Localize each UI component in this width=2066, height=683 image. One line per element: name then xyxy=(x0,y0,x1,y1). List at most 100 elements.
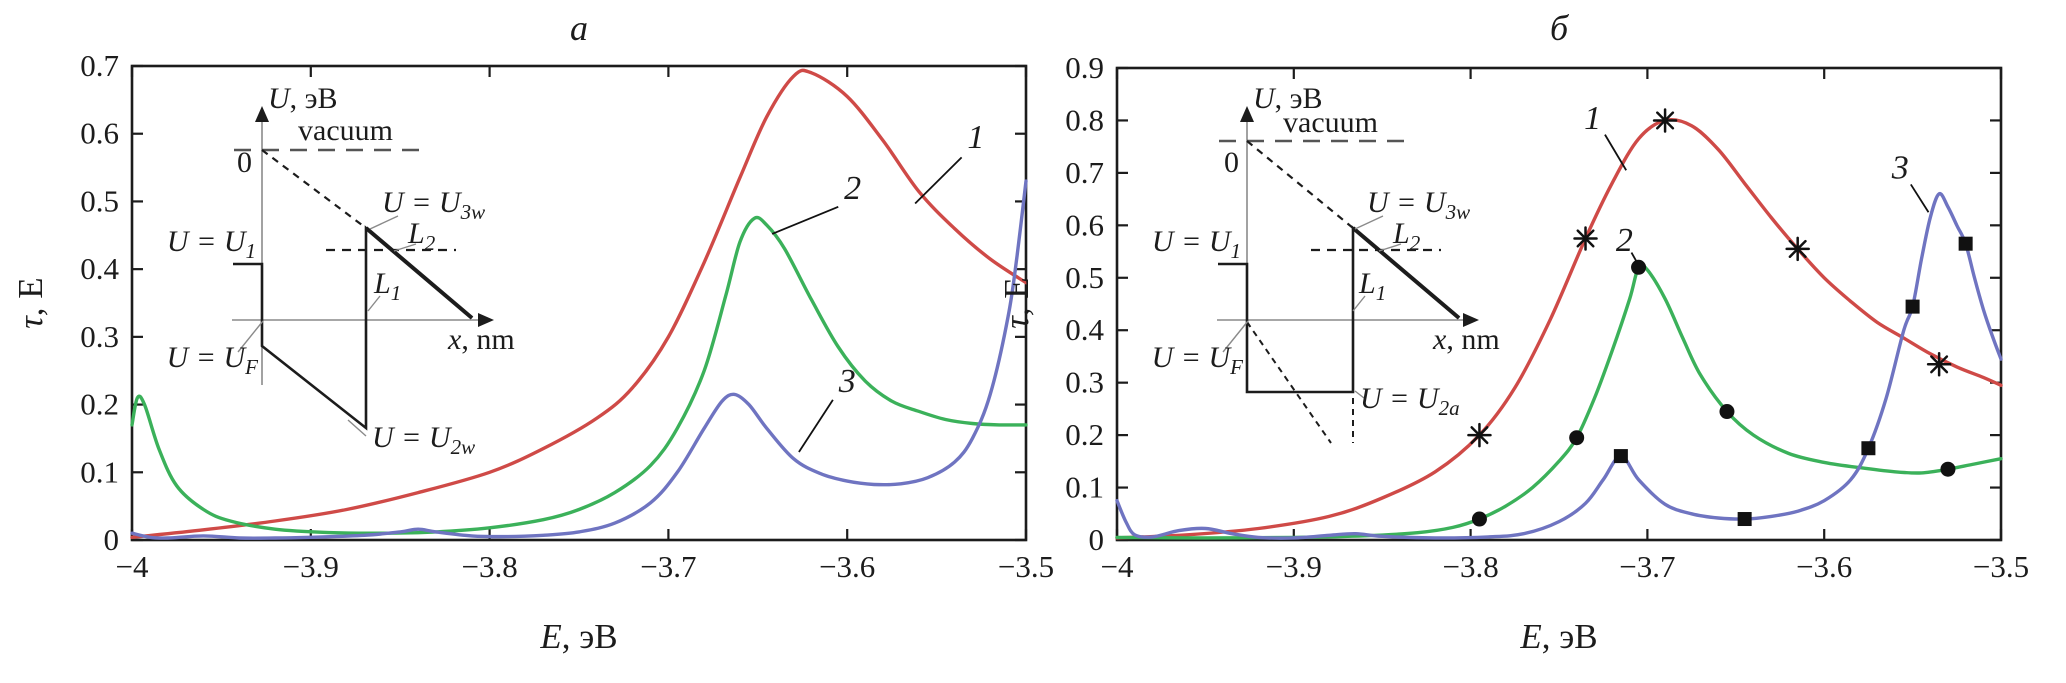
plot-frame-b xyxy=(1115,66,2003,542)
y-tick-label-a: 0.1 xyxy=(80,454,119,489)
inset-a-image-potential-dashed xyxy=(261,149,367,229)
circle-marker-icon xyxy=(1719,404,1735,420)
panel-a-x-axis-title: E, эВ xyxy=(539,617,617,656)
square-marker-icon xyxy=(1737,512,1752,527)
asterisk-marker-icon xyxy=(1467,422,1492,448)
square-marker-icon xyxy=(1613,449,1628,464)
inset-a-u3w-label: U = U3w xyxy=(382,186,485,224)
inset-b-zero-label: 0 xyxy=(1224,146,1239,179)
x-tick-label-a: −3.5 xyxy=(998,549,1054,584)
asterisk-marker-icon xyxy=(1785,236,1810,262)
panel-a-inset-potential-diagram: U, эВ vacuum 0 U = U3w L2 L1 U = U1 U = … xyxy=(167,82,515,459)
curve-label-pointer-1 xyxy=(1604,134,1627,171)
x-tick-label-b: −3.7 xyxy=(1619,549,1675,584)
inset-b-u1-label: U = U1 xyxy=(1152,225,1241,263)
inset-a-l1-label: L1 xyxy=(373,267,401,305)
x-tick-label-b: −3.8 xyxy=(1442,549,1498,584)
y-tick-label-a: 0.6 xyxy=(80,116,119,151)
x-tick-label-a: −4 xyxy=(116,549,149,584)
y-tick-label-a: 0 xyxy=(104,522,120,557)
inset-a-x-axis-arrow-icon xyxy=(478,313,494,327)
y-tick-label-a: 0.5 xyxy=(80,183,119,218)
inset-a-uf-label: U = UF xyxy=(167,341,259,379)
inset-a-u2w-label: U = U2w xyxy=(372,421,475,459)
curve-number-label-2: 2 xyxy=(1616,222,1633,259)
panel-a-plot: −4 −3.9 −3.8 −3.7 −3.6 −3.5 0 0.1 0.2 0.3 0.4 0.5 0.… xyxy=(80,48,1054,584)
curve-number-label-1: 1 xyxy=(1584,100,1601,137)
curve-3-panel-a xyxy=(130,179,1028,540)
curve-number-label-1: 1 xyxy=(967,119,984,156)
y-tick-label-a: 0.3 xyxy=(80,319,119,354)
curve-number-label-2: 2 xyxy=(844,170,861,207)
y-tick-label-a: 0.4 xyxy=(80,251,119,286)
square-marker-icon xyxy=(1958,236,1973,251)
panel-a-title: a xyxy=(570,8,588,48)
inset-b-potential-profile xyxy=(1218,225,1460,394)
x-tick-label-b: −4 xyxy=(1101,549,1134,584)
panel-b-x-axis-title: E, эВ xyxy=(1519,617,1597,656)
circle-marker-icon xyxy=(1940,461,1956,477)
inset-b-u-axis-arrow-icon xyxy=(1240,106,1254,122)
y-tick-label-b: 0.3 xyxy=(1065,365,1104,400)
inset-a-barrier-slope xyxy=(364,226,474,320)
square-marker-icon xyxy=(1905,299,1920,314)
x-tick-label-a: −3.7 xyxy=(640,549,696,584)
curve-1-panel-a xyxy=(130,68,1028,539)
curve-label-pointer-2 xyxy=(1630,252,1639,265)
y-tick-label-b: 0.8 xyxy=(1065,102,1104,137)
inset-b-u2a-pointer-line xyxy=(1354,390,1365,399)
inset-b-vacuum-label: vacuum xyxy=(1283,106,1378,139)
y-tick-label-b: 0.7 xyxy=(1065,155,1104,190)
panel-b-inset-potential-diagram: U, эВ vacuum 0 U = U3w L2 L1 U = U1 U = … xyxy=(1152,82,1500,444)
inset-b-x-axis-label: x, nm xyxy=(1432,323,1500,356)
panel-b-y-axis-title: τ, E xyxy=(997,277,1036,328)
y-tick-label-b: 0.4 xyxy=(1065,312,1104,347)
panel-b-plot: −4 −3.9 −3.8 −3.7 −3.6 −3.5 0 0.1 0.2 0.3 0.4 0.5 0.… xyxy=(1065,50,2029,584)
x-tick-label-b: −3.9 xyxy=(1266,549,1322,584)
circle-marker-icon xyxy=(1471,511,1487,527)
curve-label-pointer-1 xyxy=(914,156,963,205)
inset-b-u3w-pointer-line xyxy=(1354,215,1384,230)
inset-b-u-axis-label: U, эВ xyxy=(1253,82,1323,115)
curve-1-panel-b xyxy=(1115,117,2003,540)
asterisk-marker-icon xyxy=(1926,352,1952,377)
curve-label-pointer-3 xyxy=(798,399,834,453)
asterisk-marker-icon xyxy=(1652,108,1678,133)
inset-b-uf-label: U = UF xyxy=(1152,341,1244,379)
asterisk-marker-icon xyxy=(1573,226,1598,251)
y-tick-label-a: 0.2 xyxy=(80,387,119,422)
plot-frame-a xyxy=(130,64,1028,542)
inset-b-barrier-slope xyxy=(1351,226,1461,320)
y-tick-label-b: 0.1 xyxy=(1065,470,1104,505)
inset-a-l2-pointer-line xyxy=(393,243,417,252)
x-tick-label-b: −3.6 xyxy=(1796,549,1852,584)
inset-a-x-axis-label: x, nm xyxy=(447,323,515,356)
inset-b-l2-pointer-line xyxy=(1378,243,1402,252)
inset-a-u-axis-label: U, эВ xyxy=(268,82,338,115)
inset-a-u-axis-arrow-icon xyxy=(255,106,269,122)
curve-2-panel-a xyxy=(130,215,1028,535)
inset-b-l2-label: L2 xyxy=(1392,217,1421,255)
x-tick-label-a: −3.9 xyxy=(283,549,339,584)
inset-a-uf-pointer-line xyxy=(237,320,264,353)
inset-b-u3w-label: U = U3w xyxy=(1367,186,1470,224)
inset-a-l2-label: L2 xyxy=(407,217,436,255)
inset-a-u1-label: U = U1 xyxy=(167,225,256,263)
circle-marker-icon xyxy=(1569,430,1585,446)
inset-b-u2a-label: U = U2a xyxy=(1360,382,1460,420)
y-tick-label-b: 0 xyxy=(1089,522,1105,557)
x-tick-label-a: −3.6 xyxy=(819,549,875,584)
y-tick-label-b: 0.2 xyxy=(1065,417,1104,452)
square-marker-icon xyxy=(1861,441,1876,456)
curve-label-pointer-3 xyxy=(1910,183,1930,213)
y-tick-label-b: 0.9 xyxy=(1065,50,1104,85)
curve-number-label-3: 3 xyxy=(838,363,856,400)
circle-marker-icon xyxy=(1631,259,1647,275)
curve-2-panel-b xyxy=(1115,262,2003,540)
inset-a-u2w-pointer-line xyxy=(347,419,367,437)
inset-a-vacuum-label: vacuum xyxy=(298,114,393,147)
inset-a-l1-pointer-line xyxy=(367,295,381,312)
panel-a-y-axis-title: τ, E xyxy=(11,277,50,328)
